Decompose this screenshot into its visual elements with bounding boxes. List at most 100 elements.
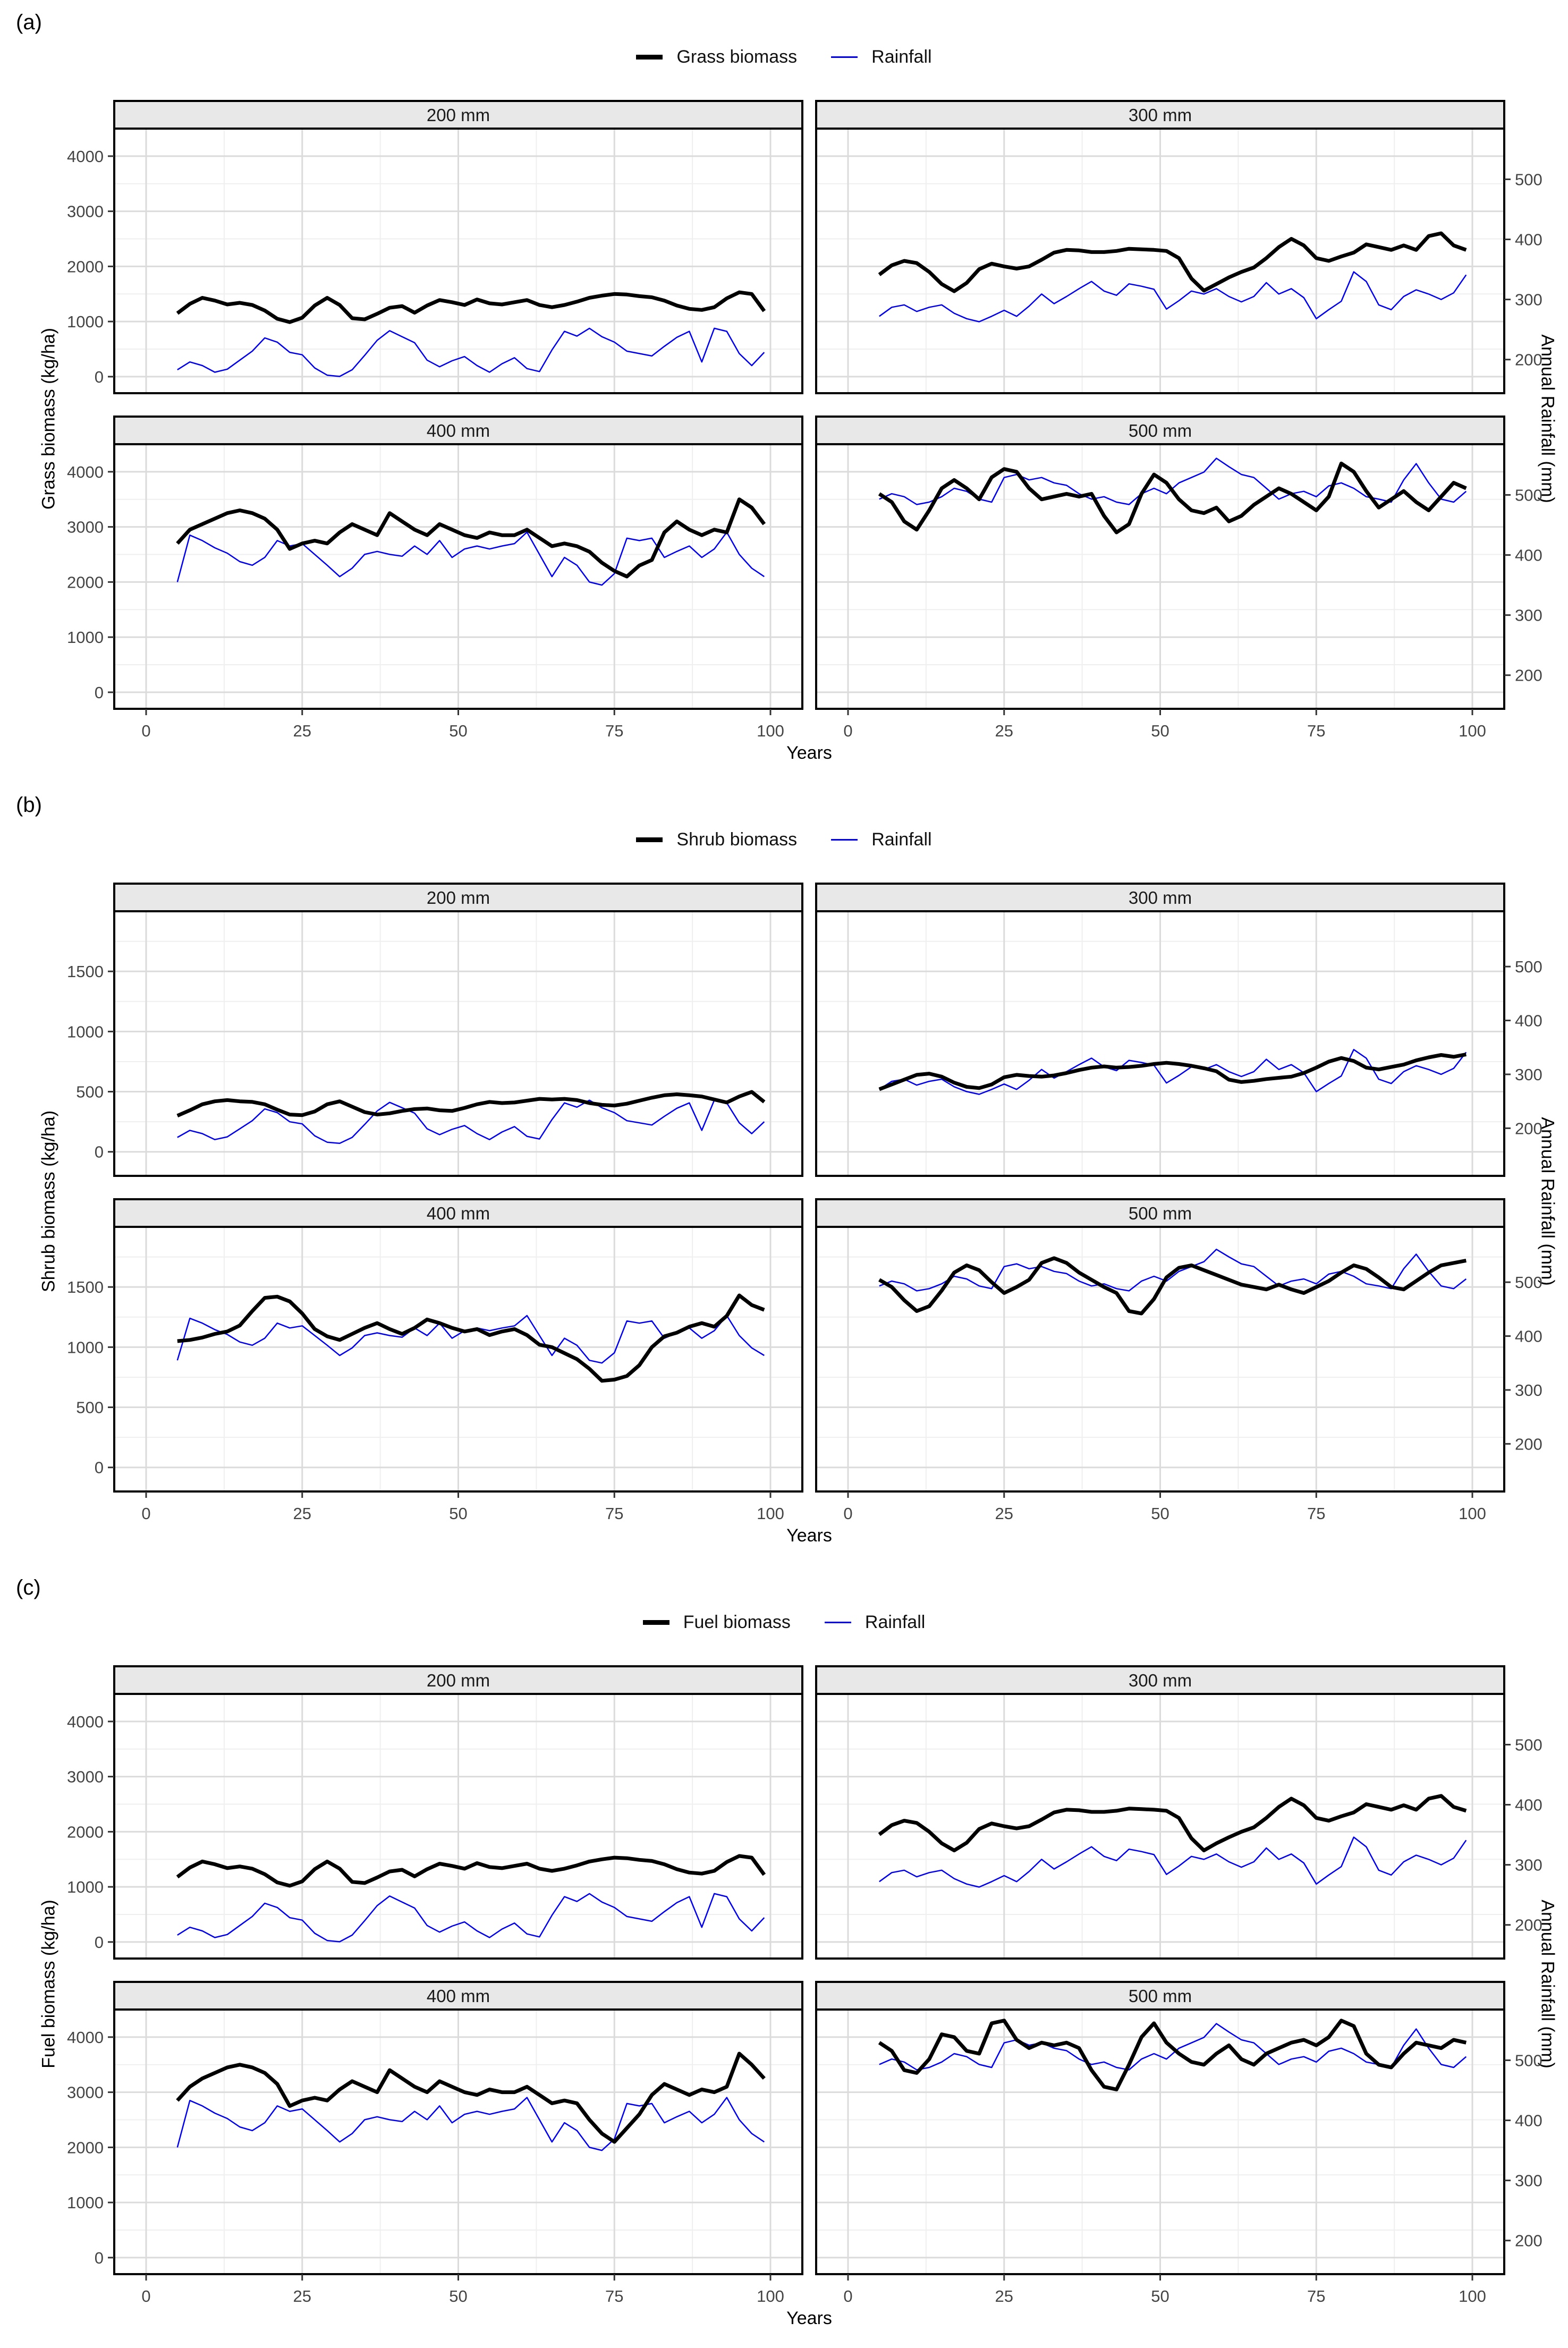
facet-strip-title: 400 mm (427, 1203, 490, 1223)
x-tick-label: 75 (1307, 722, 1325, 740)
rainfall-line (176, 531, 765, 586)
right-tick-label: 400 (1515, 2112, 1542, 2130)
right-tick-label: 500 (1515, 2051, 1542, 2070)
panel-c: (c) Fuel biomass Rainfall Fuel biomass (… (0, 1565, 1568, 2348)
facet-strip-title: 200 mm (427, 1671, 490, 1690)
rainfall-line (879, 2023, 1467, 2071)
facet-strip-title: 300 mm (1129, 105, 1192, 125)
legend-rainfall-label: Rainfall (871, 47, 932, 67)
right-tick-label: 400 (1515, 1327, 1542, 1346)
x-tick-label: 25 (293, 2287, 311, 2305)
x-tick-label: 25 (293, 1504, 311, 1523)
biomass-line (176, 290, 766, 324)
facet-strip-title: 200 mm (427, 888, 490, 908)
legend-rainfall-label: Rainfall (864, 1612, 926, 1632)
facet-strip (113, 1198, 803, 1228)
rainfall-line (879, 1049, 1467, 1095)
x-tick-label: 75 (1307, 1504, 1325, 1523)
left-tick-label: 500 (76, 1083, 104, 1101)
facet-strip (113, 883, 803, 912)
left-tick-label: 1500 (67, 1278, 104, 1296)
x-tick-label: 0 (843, 722, 852, 740)
right-tick-label: 300 (1515, 1856, 1542, 1875)
left-tick-label: 0 (95, 1143, 104, 1162)
right-tick-label: 200 (1515, 351, 1542, 369)
left-tick-label: 2000 (67, 257, 104, 276)
facet-strip-title: 400 mm (427, 421, 490, 440)
x-tick-label: 50 (1151, 722, 1169, 740)
facet-strip (815, 416, 1505, 445)
biomass-line (878, 2019, 1467, 2091)
left-tick-label: 1000 (67, 312, 104, 331)
facet-strip (113, 100, 803, 130)
right-tick-label: 300 (1515, 291, 1542, 309)
x-tick-label: 75 (1307, 2287, 1325, 2305)
x-tick-label: 100 (757, 1504, 784, 1523)
x-axis-title: Years (786, 1525, 832, 1546)
x-tick-label: 75 (605, 2287, 623, 2305)
biomass-line (878, 231, 1467, 293)
x-tick-label: 0 (843, 1504, 852, 1523)
left-tick-label: 4000 (67, 463, 104, 481)
rainfall-line (879, 271, 1467, 323)
facet-strip-title: 300 mm (1129, 888, 1192, 908)
x-axis-title: Years (786, 2308, 832, 2328)
right-tick-label: 500 (1515, 1273, 1542, 1292)
left-tick-label: 4000 (67, 2028, 104, 2047)
x-tick-label: 0 (141, 2287, 150, 2305)
facet-strip-title: 400 mm (427, 1986, 490, 2006)
rainfall-line (879, 1249, 1467, 1292)
left-tick-label: 1500 (67, 962, 104, 981)
left-tick-label: 2000 (67, 2138, 104, 2157)
rainfall-line-key (831, 839, 858, 841)
rainfall-line (177, 1099, 765, 1145)
x-tick-label: 100 (1459, 1504, 1486, 1523)
biomass-line (176, 497, 766, 579)
right-tick-label: 300 (1515, 606, 1542, 625)
facet-strip-title: 300 mm (1129, 1671, 1192, 1690)
panel-a: (a) Grass biomass Rainfall Grass biomass… (0, 0, 1568, 783)
x-tick-label: 0 (141, 1504, 150, 1523)
rainfall-line (176, 2097, 765, 2151)
left-tick-label: 3000 (67, 1768, 104, 1786)
x-tick-label: 25 (995, 2287, 1013, 2305)
left-tick-label: 0 (95, 1933, 104, 1952)
panel-b: (b) Shrub biomass Rainfall Shrub biomass… (0, 783, 1568, 1565)
legend-biomass-label: Grass biomass (676, 47, 798, 67)
right-tick-label: 300 (1515, 1065, 1542, 1084)
right-tick-label: 500 (1515, 486, 1542, 504)
rainfall-line-key (824, 1622, 851, 1623)
left-tick-label: 4000 (67, 147, 104, 166)
facet-strip-title: 500 mm (1129, 1986, 1192, 2006)
left-tick-label: 500 (76, 1398, 104, 1417)
left-tick-label: 1000 (67, 1878, 104, 1896)
panel-label-a: (a) (16, 11, 42, 34)
x-tick-label: 25 (995, 1504, 1013, 1523)
legend-rainfall-label: Rainfall (871, 829, 932, 850)
x-tick-label: 100 (757, 2287, 784, 2305)
rainfall-line (879, 1836, 1467, 1888)
right-tick-label: 400 (1515, 546, 1542, 565)
left-tick-label: 3000 (67, 2083, 104, 2102)
right-tick-label: 400 (1515, 1796, 1542, 1815)
x-tick-label: 100 (1459, 722, 1486, 740)
biomass-line (878, 461, 1467, 535)
x-tick-label: 0 (843, 2287, 852, 2305)
legend-biomass-label: Shrub biomass (676, 829, 798, 850)
panel-label-b: (b) (16, 793, 42, 817)
biomass-line (176, 1090, 766, 1118)
left-tick-label: 2000 (67, 573, 104, 591)
rainfall-line (177, 327, 765, 377)
biomass-line (176, 2052, 766, 2144)
x-tick-label: 75 (605, 1504, 623, 1523)
right-tick-label: 200 (1515, 1435, 1542, 1453)
biomass-line-key (636, 837, 663, 842)
right-tick-label: 200 (1515, 1119, 1542, 1138)
x-tick-label: 50 (1151, 2287, 1169, 2305)
facet-strip-title: 500 mm (1129, 1203, 1192, 1223)
left-tick-label: 3000 (67, 518, 104, 537)
biomass-line-key (636, 55, 663, 60)
